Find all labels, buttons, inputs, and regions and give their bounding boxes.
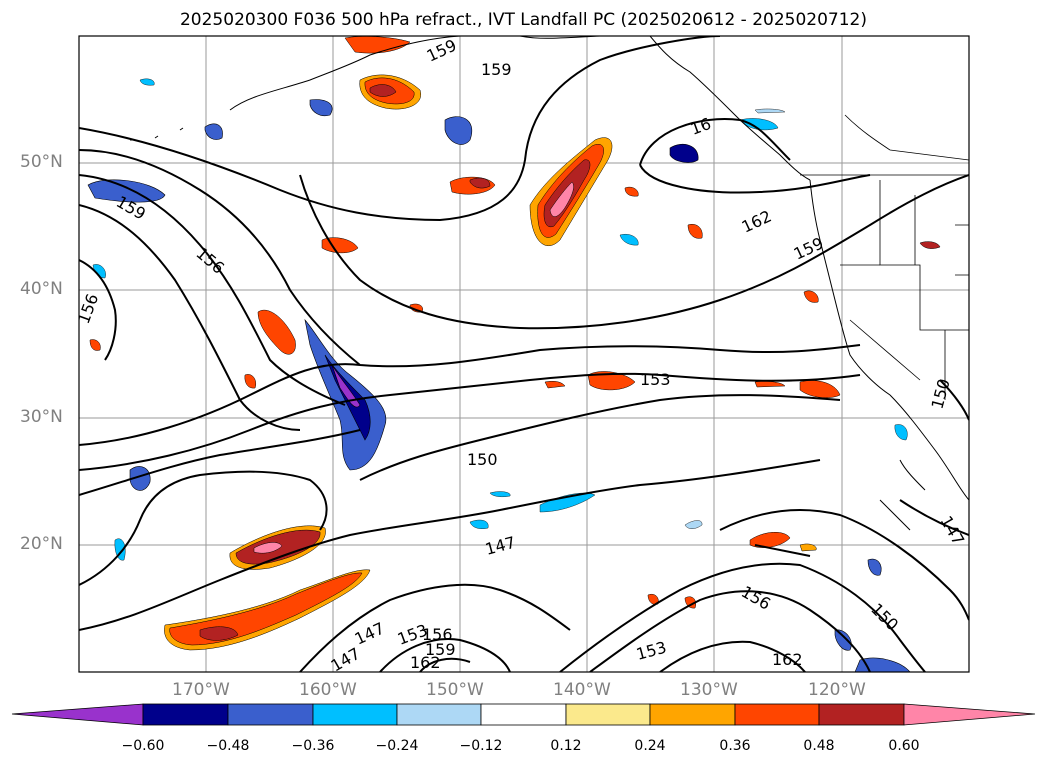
lon-label: 170°W (172, 680, 230, 700)
borders (800, 114, 969, 400)
map-title: 2025020300 F036 500 hPa refract., IVT La… (179, 10, 867, 30)
colorbar-swatch (818, 703, 905, 726)
colorbar-extend-right (903, 703, 1036, 726)
colorbar-tick: −0.60 (121, 738, 165, 754)
colorbar-tick: 0.48 (803, 738, 835, 754)
contour-label: 153 (640, 370, 671, 389)
positive-anomaly-fills (89, 36, 941, 651)
colorbar-swatch (480, 703, 567, 726)
colorbar-swatch (565, 703, 651, 726)
colorbar-tick: 0.24 (634, 738, 666, 754)
lon-label: 150°W (426, 680, 484, 700)
colorbar-tick: −0.24 (375, 738, 419, 754)
colorbar-swatch (396, 703, 482, 726)
colorbar-tick: −0.48 (206, 738, 250, 754)
lat-label: 50°N (20, 152, 63, 172)
colorbar-tick: 0.12 (550, 738, 582, 754)
colorbar-swatch (734, 703, 820, 726)
colorbar (11, 703, 1036, 726)
colorbar-tick: −0.12 (459, 738, 503, 754)
lon-label: 130°W (680, 680, 738, 700)
colorbar-tick: −0.36 (291, 738, 335, 754)
contour-label: 159 (425, 640, 456, 659)
colorbar-tick: 0.60 (888, 738, 920, 754)
coastlines (130, 36, 969, 531)
colorbar-swatch (142, 703, 229, 726)
contour-label: 162 (410, 653, 441, 672)
contour-label: 150 (467, 450, 498, 469)
colorbar-swatch (227, 703, 314, 726)
contour-label: 162 (772, 650, 803, 669)
contour-label: 159 (481, 60, 512, 79)
lat-label: 40°N (20, 279, 63, 299)
colorbar-swatch (649, 703, 736, 726)
lon-label: 120°W (808, 680, 866, 700)
plot-frame (78, 35, 970, 673)
contour-label: 156 (422, 625, 453, 644)
height-contours (79, 36, 969, 672)
colorbar-swatch (312, 703, 398, 726)
lat-label: 30°N (20, 407, 63, 427)
lon-label: 140°W (553, 680, 611, 700)
lat-label: 20°N (20, 534, 63, 554)
lon-label: 160°W (299, 680, 357, 700)
negative-anomaly-fills (87, 99, 911, 672)
colorbar-tick: 0.36 (719, 738, 751, 754)
colorbar-extend-left (11, 703, 144, 726)
plot-area (79, 36, 969, 672)
